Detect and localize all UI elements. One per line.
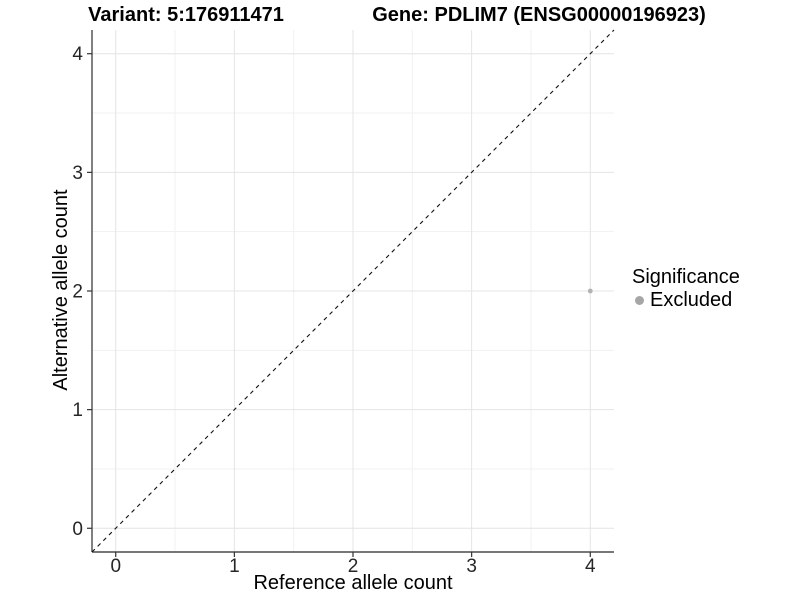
- y-axis-title: Alternative allele count: [50, 189, 72, 391]
- data-point: [587, 288, 593, 294]
- plot-title-variant: Variant: 5:176911471: [88, 4, 284, 26]
- plot-title-gene: Gene: PDLIM7 (ENSG00000196923): [372, 4, 706, 26]
- y-tick-label: 4: [72, 44, 83, 65]
- y-tick-label: 0: [72, 519, 83, 540]
- x-tick-label: 0: [110, 556, 121, 577]
- y-tick-label: 2: [72, 282, 83, 303]
- legend: Significance Excluded: [632, 266, 740, 311]
- legend-dot-icon: [635, 295, 644, 305]
- x-tick-label: 2: [348, 556, 359, 577]
- legend-item-label: Excluded: [650, 289, 733, 311]
- x-tick-label: 1: [229, 556, 240, 577]
- x-axis-title: Reference allele count: [253, 572, 453, 594]
- x-tick-label: 4: [585, 556, 596, 577]
- y-tick-label: 1: [72, 400, 83, 421]
- legend-item-excluded: Excluded: [632, 289, 740, 311]
- x-tick-label: 3: [466, 556, 477, 577]
- y-tick-label: 3: [72, 163, 83, 184]
- legend-title: Significance: [632, 266, 740, 288]
- identity-dashed-line: [91, 29, 615, 553]
